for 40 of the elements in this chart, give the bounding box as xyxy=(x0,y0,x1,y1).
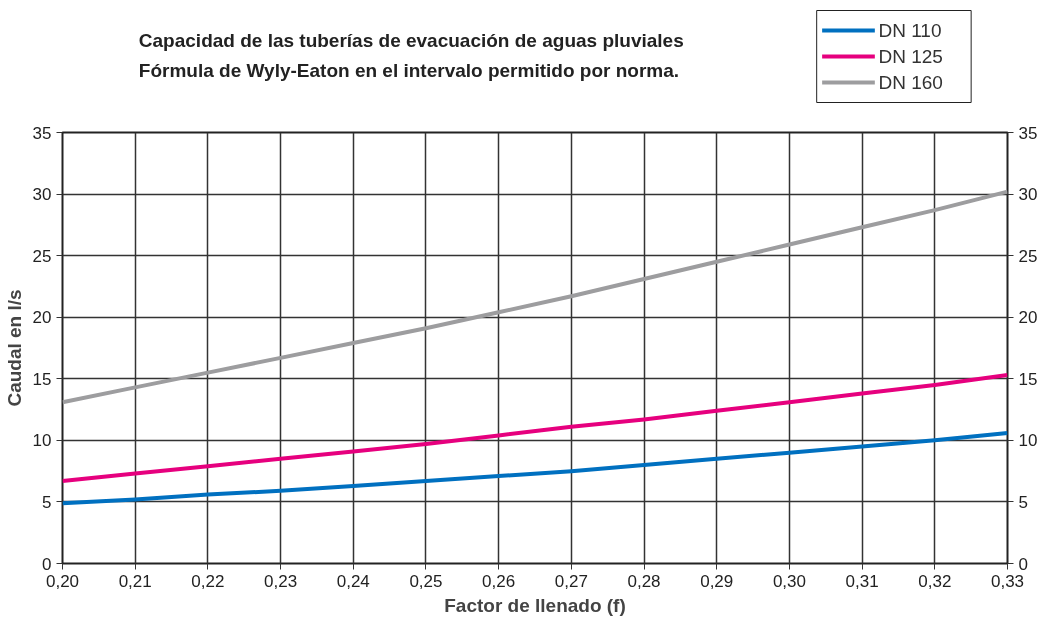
x-tick-label: 0,21 xyxy=(118,571,152,591)
legend-label: DN 160 xyxy=(878,72,943,93)
y-tick-label: 35 xyxy=(32,123,52,143)
y2-tick-label: 35 xyxy=(1018,123,1038,143)
y-tick-label: 25 xyxy=(32,246,52,266)
x-tick-label: 0,32 xyxy=(918,571,952,591)
line-series xyxy=(62,430,1008,506)
x-tick-label: 0,22 xyxy=(191,571,225,591)
x-axis-title: Factor de llenado (f) xyxy=(444,594,626,616)
x-tick-label: 0,25 xyxy=(409,571,443,591)
y2-tick-label: 20 xyxy=(1018,308,1038,328)
chart-title: Capacidad de las tuberías de evacuación de aguas pluviales xyxy=(138,30,684,51)
y-axis-title: Caudal en l/s xyxy=(3,289,25,407)
y-tick-label: 5 xyxy=(42,492,52,512)
y2-tick-label: 30 xyxy=(1018,185,1038,205)
y2-tick-label: 0 xyxy=(1018,554,1028,574)
x-tick-label: 0,23 xyxy=(264,571,298,591)
legend-label: DN 110 xyxy=(878,20,942,41)
y-tick-label: 10 xyxy=(32,431,52,451)
x-tick-label: 0,33 xyxy=(990,571,1025,591)
line-series xyxy=(62,189,1008,405)
x-tick-label: 0,27 xyxy=(554,571,588,591)
y2-tick-label: 10 xyxy=(1018,431,1038,451)
chart-subtitle: Fórmula de Wyly-Eaton en el intervalo permitido por norma. xyxy=(138,60,680,81)
line-series xyxy=(62,373,1008,483)
y2-tick-label: 15 xyxy=(1018,369,1038,389)
y-tick-label: 15 xyxy=(32,369,52,389)
y-tick-label: 0 xyxy=(42,554,52,574)
x-tick-label: 0,31 xyxy=(845,571,879,591)
x-tick-label: 0,28 xyxy=(627,571,661,591)
y2-tick-label: 25 xyxy=(1018,246,1038,266)
x-tick-label: 0,30 xyxy=(772,571,806,591)
legend-label: DN 125 xyxy=(878,46,943,67)
x-tick-label: 0,26 xyxy=(482,571,516,591)
y-tick-label: 30 xyxy=(32,185,52,205)
y-tick-label: 20 xyxy=(32,308,52,328)
x-tick-label: 0,29 xyxy=(700,571,734,591)
x-tick-label: 0,24 xyxy=(336,571,370,591)
x-tick-label: 0,20 xyxy=(45,571,80,591)
y2-tick-label: 5 xyxy=(1018,492,1028,512)
